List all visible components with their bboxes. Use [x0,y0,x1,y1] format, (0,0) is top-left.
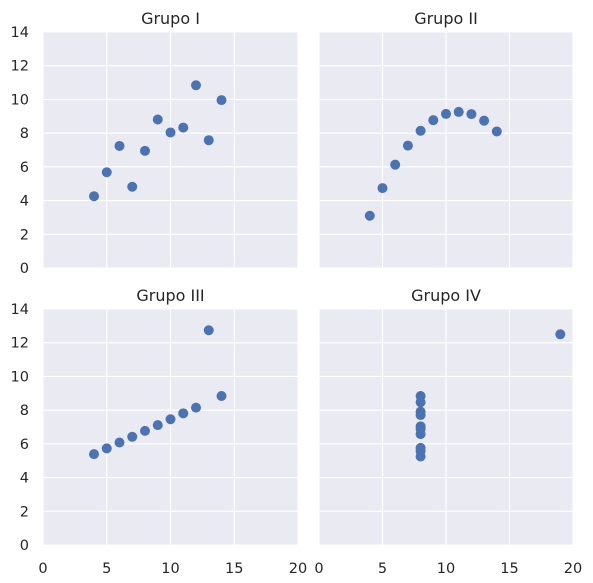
panel-title: Grupo IV [411,286,481,305]
data-point [114,140,125,151]
panel-title: Grupo II [414,9,478,28]
y-tick-label: 10 [11,369,29,385]
data-point [364,210,375,221]
data-point [402,140,413,151]
data-point [165,414,176,425]
y-tick-label: 6 [20,160,29,176]
data-point [89,191,99,202]
x-tick-label: 20 [289,561,307,577]
x-tick-label: 10 [437,561,455,577]
panel-grupo-i: 0 2 4 6 8 10 12 14 Grupo I [11,9,299,277]
y-tick-label: 12 [11,336,29,352]
x-tick-label: 15 [500,561,518,577]
y-tick-label: 8 [20,403,29,419]
y-tick-label: 10 [11,92,29,108]
data-point [415,397,426,408]
data-point [415,423,426,434]
data-point [415,406,426,417]
data-point [178,408,189,419]
data-point [203,135,214,146]
data-point [491,126,502,137]
x-tick-label: 15 [225,561,243,577]
panel-title: Grupo III [136,286,204,305]
y-tick-label: 4 [20,194,29,210]
y-tick-label: 2 [20,504,29,520]
y-tick-label: 12 [11,59,29,75]
data-point [415,446,426,457]
y-tick-label: 14 [11,25,29,41]
data-point [127,181,138,192]
x-tick-label: 5 [102,561,111,577]
data-point [479,115,490,126]
data-point [114,437,125,448]
data-point [453,106,464,117]
data-point [191,80,201,91]
data-point [216,390,227,401]
data-point [191,402,201,413]
y-tick-label: 8 [20,126,29,142]
y-tick-label: 4 [20,471,29,487]
data-point [377,183,388,194]
x-tick-label: 0 [314,561,323,577]
panel-grupo-iv: 0 5 10 15 20 Grupo IV [314,286,582,577]
y-tick-label: 0 [20,261,29,277]
data-point [428,115,439,126]
data-point [89,449,99,460]
data-point [390,159,401,170]
data-point [203,325,214,336]
y-tick-label: 6 [20,437,29,453]
x-tick-label: 5 [378,561,387,577]
data-point [466,109,477,120]
panel-grupo-iii: 0 2 4 6 8 10 12 14 0 5 10 15 20 Grupo III [11,286,308,577]
data-point [140,425,150,436]
data-point [140,145,150,156]
data-point [101,167,112,178]
y-tick-label: 0 [20,538,29,554]
data-point [152,114,163,125]
data-point [216,95,227,106]
y-tick-label: 2 [20,227,29,243]
data-point [415,125,426,136]
data-point [165,127,176,138]
x-tick-label: 0 [38,561,47,577]
panel-grupo-ii: Grupo II [318,9,574,269]
data-point [127,431,138,442]
data-point [441,108,451,119]
panel-title: Grupo I [141,9,200,28]
data-point [101,443,112,454]
x-tick-label: 10 [161,561,179,577]
x-tick-label: 20 [564,561,582,577]
data-point [152,420,163,431]
data-point [178,122,189,133]
data-point [555,329,566,340]
y-tick-label: 14 [11,302,29,318]
